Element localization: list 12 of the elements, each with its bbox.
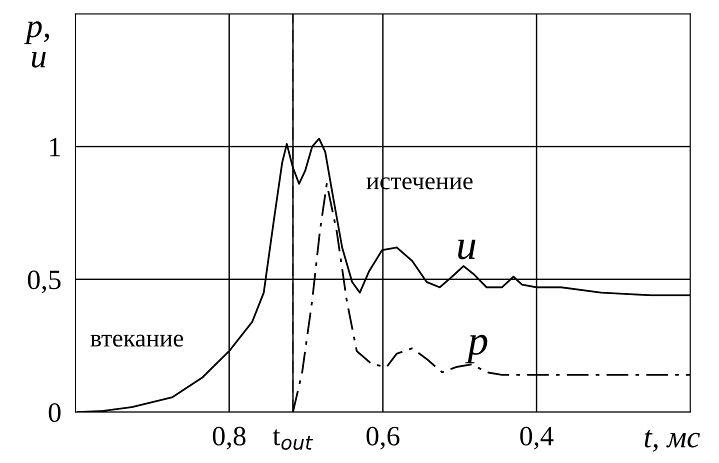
x-tick-label: 0,6 xyxy=(366,426,400,450)
y-tick-label: 1 xyxy=(50,138,60,156)
x-tick-label: 0,8 xyxy=(212,426,246,450)
annotation: втекание xyxy=(90,334,184,347)
y-tick-label: 0 xyxy=(48,403,61,422)
x-tick-label: 0,4 xyxy=(520,426,554,450)
annotation: p xyxy=(465,334,488,364)
annotation: u xyxy=(458,240,476,260)
y-tick-label: 0,5 xyxy=(28,270,61,294)
x-axis-title: t, мс xyxy=(644,430,700,452)
x-tick-label: t$_{out}$ xyxy=(272,429,313,450)
y-axis-title: p, u xyxy=(24,21,50,68)
